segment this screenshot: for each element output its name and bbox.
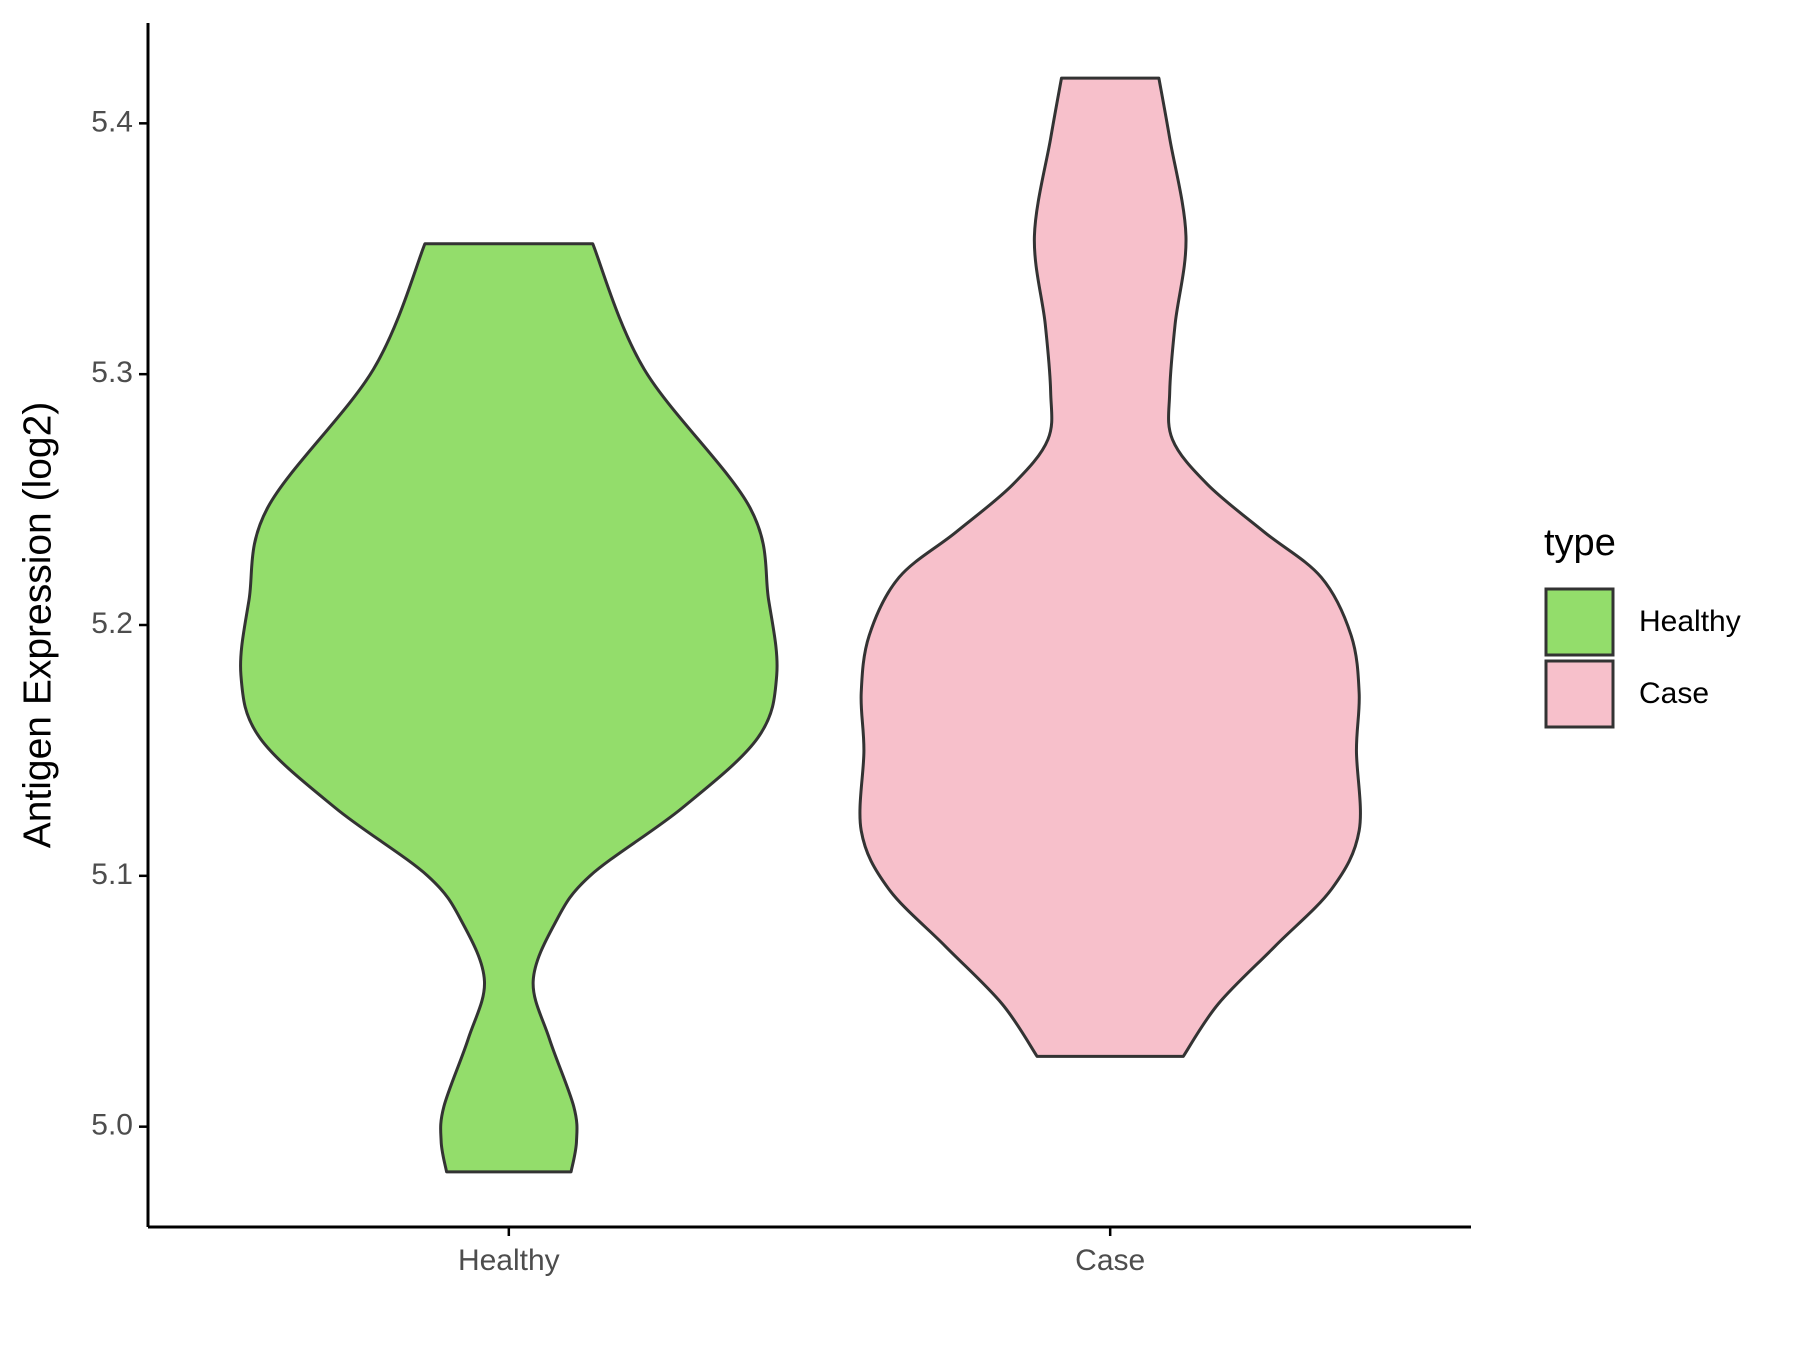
legend-label: Case bbox=[1639, 677, 1709, 710]
y-tick-label: 5.4 bbox=[91, 105, 133, 138]
legend-title: type bbox=[1544, 522, 1616, 564]
violin bbox=[858, 76, 1362, 1058]
legend-key bbox=[1544, 659, 1615, 729]
x-tick-label: Healthy bbox=[458, 1244, 560, 1277]
y-tick-label: 5.0 bbox=[91, 1109, 133, 1142]
y-axis-title: Antigen Expression (log2) bbox=[16, 402, 59, 849]
y-tick-label: 5.3 bbox=[91, 356, 133, 389]
y-tick-label: 5.1 bbox=[91, 858, 133, 891]
x-tick-label: Case bbox=[1075, 1244, 1145, 1277]
legend-key bbox=[1544, 587, 1615, 657]
violin bbox=[239, 242, 779, 1174]
legend-label: Healthy bbox=[1639, 605, 1741, 638]
y-tick-label: 5.2 bbox=[91, 607, 133, 640]
